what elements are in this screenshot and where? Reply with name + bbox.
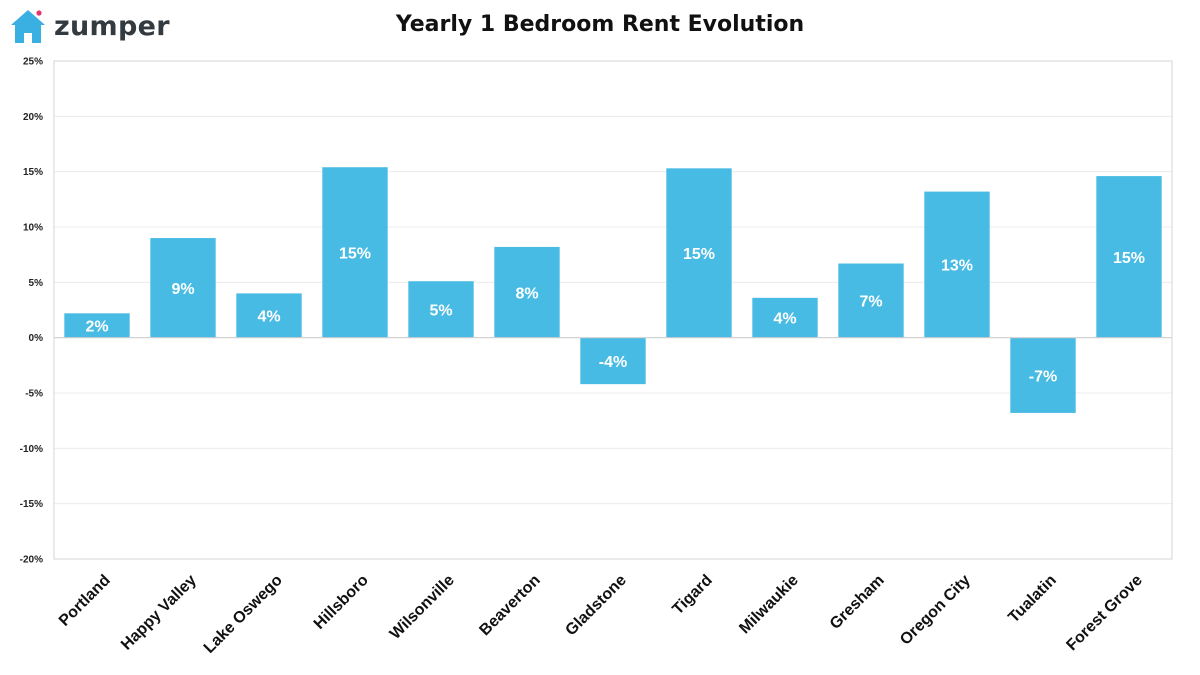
data-label: 15% xyxy=(1113,250,1145,267)
category-label: Wilsonville xyxy=(387,572,458,643)
bar xyxy=(150,238,216,338)
category-label: Tigard xyxy=(669,572,715,618)
data-label: -4% xyxy=(599,354,627,371)
house-icon xyxy=(11,10,45,43)
bar xyxy=(236,293,302,338)
chart-title: Yearly 1 Bedroom Rent Evolution xyxy=(395,12,805,37)
data-label: 15% xyxy=(683,246,715,263)
bar xyxy=(64,313,130,338)
y-tick-label: 5% xyxy=(29,278,44,289)
data-label: 15% xyxy=(339,245,371,262)
data-label: 8% xyxy=(515,285,538,302)
category-label: Beaverton xyxy=(476,572,543,639)
data-label: 4% xyxy=(257,309,280,326)
zumper-logo: zumper xyxy=(8,6,170,46)
data-label: 7% xyxy=(859,294,882,311)
bars xyxy=(64,167,1162,413)
category-label: Forest Grove xyxy=(1063,572,1146,655)
bar xyxy=(924,191,990,338)
axes xyxy=(53,60,1173,560)
category-label: Oregon City xyxy=(897,572,974,649)
y-tick-label: -20% xyxy=(20,555,43,566)
y-tick-label: -15% xyxy=(20,499,43,510)
bar xyxy=(752,297,818,338)
data-label: 5% xyxy=(429,302,452,319)
bar xyxy=(580,337,646,385)
gridlines xyxy=(54,60,1172,560)
category-label: Lake Oswego xyxy=(201,572,286,657)
logo-text: zumper xyxy=(54,10,170,42)
category-label: Hillsboro xyxy=(311,572,372,633)
y-tick-label: 20% xyxy=(23,112,43,123)
data-label: 2% xyxy=(85,318,108,335)
category-label: Gladstone xyxy=(562,572,629,639)
bar xyxy=(666,168,732,338)
data-label: 9% xyxy=(171,281,194,298)
bar xyxy=(408,281,474,338)
bar xyxy=(838,263,904,338)
y-tick-label: -10% xyxy=(20,444,43,455)
y-tick-label: 25% xyxy=(23,57,43,68)
plot-area-border xyxy=(53,60,1173,560)
y-tick-label: 15% xyxy=(23,167,43,178)
y-tick-label: 0% xyxy=(29,333,44,344)
bar xyxy=(322,167,388,338)
data-label: 4% xyxy=(773,311,796,328)
category-label: Portland xyxy=(56,572,114,630)
data-label: 13% xyxy=(941,258,973,275)
y-tick-label: -5% xyxy=(25,389,43,400)
bar xyxy=(1010,337,1076,413)
y-tick-label: 10% xyxy=(23,223,43,234)
category-label: Tualatin xyxy=(1005,572,1060,627)
category-label: Happy Valley xyxy=(118,572,200,654)
bar xyxy=(1096,176,1162,338)
bar xyxy=(494,246,560,338)
category-label: Milwaukie xyxy=(736,572,802,638)
category-label: Gresham xyxy=(827,572,888,633)
data-label: -7% xyxy=(1029,368,1057,385)
